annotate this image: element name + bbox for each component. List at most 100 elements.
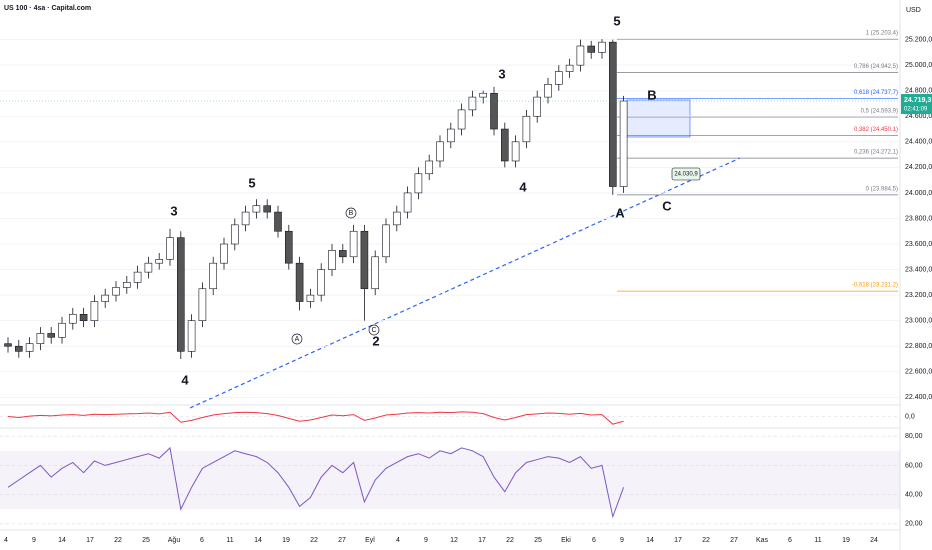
candle-body bbox=[25, 343, 34, 352]
wave-label: 5 bbox=[248, 175, 255, 190]
x-tick-label: 9 bbox=[620, 537, 624, 544]
x-tick-label: 17 bbox=[86, 537, 94, 544]
candle-body bbox=[554, 71, 563, 85]
fib-label: 0,786 (24.942,5) bbox=[854, 64, 898, 70]
wave-label: A bbox=[295, 336, 300, 343]
rsi-band bbox=[0, 450, 900, 510]
candle-body bbox=[500, 128, 509, 162]
candle-body bbox=[144, 262, 153, 273]
candle-body bbox=[306, 294, 315, 302]
x-tick-label: 22 bbox=[506, 537, 514, 544]
x-tick-label: 6 bbox=[788, 537, 792, 544]
x-tick-label: 11 bbox=[814, 537, 821, 544]
y-tick-label: 23.200,0 bbox=[905, 292, 932, 299]
candle-body bbox=[15, 345, 23, 352]
candle-body bbox=[133, 271, 142, 283]
candle-body bbox=[274, 211, 282, 232]
x-tick-label: 25 bbox=[534, 537, 542, 544]
wave-label: C bbox=[662, 198, 672, 213]
x-tick-label: 22 bbox=[702, 537, 710, 544]
x-tick-label: 27 bbox=[730, 537, 738, 544]
fib-label: -0,618 (23.231,2) bbox=[852, 283, 898, 289]
y-tick-label: 60,00 bbox=[905, 462, 923, 469]
candle-body bbox=[263, 205, 272, 213]
candle-body bbox=[220, 243, 228, 264]
candle-body bbox=[490, 92, 498, 130]
y-tick-label: 22.800,0 bbox=[905, 343, 932, 350]
y-tick-label: 24.000,0 bbox=[905, 190, 932, 197]
x-tick-label: 14 bbox=[58, 537, 66, 544]
x-tick-label: 6 bbox=[592, 537, 596, 544]
candle-body bbox=[155, 259, 163, 264]
x-tick-label: Kas bbox=[756, 537, 769, 544]
x-tick-label: 22 bbox=[310, 537, 318, 544]
candle-body bbox=[446, 128, 455, 143]
candle-body bbox=[403, 192, 412, 213]
fib-label: 1 (25.203,4) bbox=[866, 31, 898, 37]
candle-body bbox=[414, 173, 423, 194]
wave-label: B bbox=[349, 210, 354, 217]
y-tick-label: 40,00 bbox=[905, 491, 923, 498]
target-box bbox=[626, 99, 691, 138]
x-tick-label: 27 bbox=[338, 537, 346, 544]
indicator-line bbox=[7, 446, 625, 519]
candle-body bbox=[36, 333, 45, 344]
wave-label: 3 bbox=[498, 66, 505, 81]
candle-body bbox=[58, 322, 66, 338]
y-tick-label: 80,00 bbox=[905, 433, 923, 440]
candle-body bbox=[349, 230, 358, 258]
candle-body bbox=[231, 224, 239, 245]
fib-label: 0,5 (24.593,9) bbox=[861, 109, 898, 115]
candle-body bbox=[392, 211, 401, 226]
wave-circle bbox=[345, 207, 357, 219]
chart-title: US 100 · 4sa · Capital.com bbox=[4, 5, 91, 12]
x-tick-label: Ağu bbox=[168, 537, 181, 544]
candle-body bbox=[533, 96, 542, 117]
candle-body bbox=[79, 313, 88, 321]
x-tick-label: 19 bbox=[842, 537, 850, 544]
candle-body bbox=[112, 287, 120, 296]
candle-body bbox=[187, 320, 196, 352]
candle-body bbox=[198, 288, 207, 321]
y-tick-label: 23.800,0 bbox=[905, 215, 932, 222]
x-tick-label: 17 bbox=[478, 537, 486, 544]
candle-body bbox=[209, 262, 217, 290]
y-tick-label: 22.600,0 bbox=[905, 369, 932, 376]
candle-body bbox=[317, 269, 326, 296]
candle-body bbox=[587, 45, 596, 53]
candle-body bbox=[544, 84, 552, 98]
candle-body bbox=[4, 343, 12, 347]
y-tick-label: 24.800,0 bbox=[905, 88, 932, 95]
trend-label: 24.030,9 bbox=[674, 172, 698, 178]
indicator-line bbox=[7, 411, 624, 425]
candle-body bbox=[328, 250, 336, 270]
candle-body bbox=[360, 230, 369, 290]
candle-body bbox=[252, 205, 261, 213]
candle-body bbox=[382, 224, 390, 258]
last-price: 24.719,3 bbox=[904, 97, 931, 104]
candle-body bbox=[511, 141, 520, 162]
wave-label: B bbox=[647, 87, 656, 102]
wave-label: 2 bbox=[372, 333, 379, 348]
x-tick-label: 4 bbox=[396, 537, 400, 544]
x-tick-label: 9 bbox=[32, 537, 36, 544]
wave-label: A bbox=[615, 205, 625, 220]
candle-body bbox=[468, 96, 477, 111]
x-tick-label: Eyl bbox=[365, 537, 375, 544]
candle-body bbox=[425, 160, 434, 175]
candle-body bbox=[241, 211, 250, 226]
x-tick-label: 14 bbox=[646, 537, 654, 544]
y-tick-label: 22.400,0 bbox=[905, 394, 932, 401]
candle-body bbox=[565, 64, 574, 72]
candle-body bbox=[436, 141, 444, 162]
candle-body bbox=[522, 115, 531, 143]
trend-label-box bbox=[671, 167, 701, 181]
x-tick-label: 24 bbox=[870, 537, 878, 544]
candle-body bbox=[177, 237, 185, 352]
x-tick-label: 22 bbox=[114, 537, 122, 544]
fib-label: 0,382 (24.450,1) bbox=[854, 127, 898, 133]
wave-label: 4 bbox=[519, 179, 527, 194]
x-tick-label: 6 bbox=[200, 537, 204, 544]
